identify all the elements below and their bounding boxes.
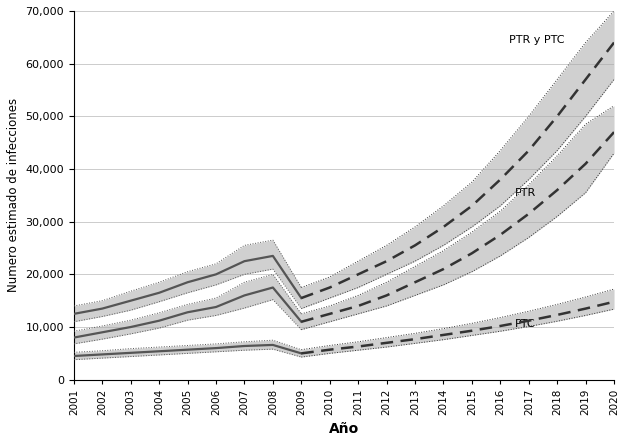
Text: PTR: PTR bbox=[515, 188, 536, 198]
Text: PTR y PTC: PTR y PTC bbox=[509, 35, 565, 45]
X-axis label: Año: Año bbox=[329, 422, 359, 436]
Text: PTC: PTC bbox=[515, 319, 535, 330]
Y-axis label: Numero estimado de infecciones: Numero estimado de infecciones bbox=[7, 98, 20, 292]
